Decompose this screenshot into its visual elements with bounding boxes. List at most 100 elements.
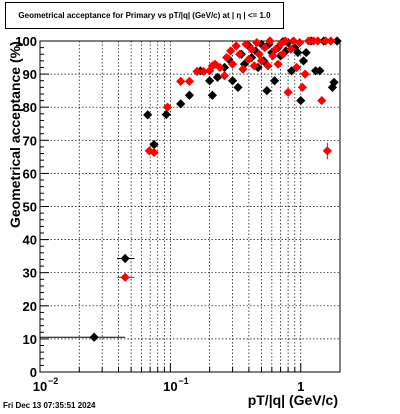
- data-point: [270, 44, 281, 54]
- data-point: [273, 59, 283, 69]
- diamond-marker: [176, 99, 186, 109]
- data-point: [301, 47, 311, 58]
- data-point: [184, 76, 195, 86]
- diamond-marker: [270, 44, 281, 54]
- data-point: [260, 43, 270, 53]
- diamond-marker: [244, 54, 254, 64]
- diamond-marker: [327, 82, 338, 92]
- diamond-marker: [317, 95, 327, 106]
- y-tick-label: 40: [23, 233, 37, 248]
- y-tick-label: 70: [23, 133, 37, 148]
- data-point: [298, 56, 309, 66]
- y-tick-label: 20: [23, 299, 37, 314]
- data-point: [247, 44, 257, 54]
- data-point: [162, 102, 173, 112]
- diamond-marker: [273, 59, 283, 69]
- data-point: [286, 66, 297, 76]
- diamond-marker: [210, 59, 220, 69]
- x-tick-label: 10: [163, 379, 177, 394]
- diamond-marker: [286, 44, 296, 54]
- diamond-marker: [322, 146, 332, 156]
- axis-ticks: [39, 40, 341, 373]
- data-point: [327, 82, 338, 92]
- diamond-marker: [219, 71, 230, 81]
- data-point: [295, 38, 305, 48]
- diamond-marker: [227, 76, 238, 86]
- diamond-marker: [149, 140, 159, 150]
- data-point: [304, 36, 314, 46]
- data-point: [241, 39, 251, 49]
- diamond-marker: [290, 43, 300, 53]
- diamond-marker: [247, 44, 257, 54]
- diamond-marker: [249, 61, 259, 71]
- data-point: [192, 66, 202, 77]
- grid-lines: [39, 41, 341, 372]
- diamond-marker: [176, 76, 186, 86]
- data-point: [326, 36, 336, 46]
- data-point: [297, 82, 308, 92]
- diamond-marker: [275, 39, 286, 49]
- data-point: [176, 76, 186, 86]
- data-point: [226, 46, 236, 56]
- diamond-marker: [238, 64, 248, 74]
- y-tick-label: 10: [23, 332, 37, 347]
- diamond-marker: [199, 66, 209, 77]
- diamond-marker: [297, 82, 308, 92]
- y-tick-label: 30: [23, 266, 37, 281]
- data-point: [256, 56, 267, 66]
- data-point: [286, 44, 296, 54]
- diamond-marker: [184, 76, 195, 86]
- diamond-marker: [120, 272, 130, 282]
- data-point: [210, 59, 220, 69]
- data-point: [219, 71, 230, 81]
- diamond-marker: [296, 95, 306, 106]
- data-point: [254, 49, 264, 59]
- y-axis-label: Geometrical acceptance (%): [7, 41, 23, 228]
- diamond-marker: [320, 36, 331, 46]
- x-tick-label: 1: [297, 379, 304, 394]
- diamond-marker: [278, 49, 288, 59]
- diamond-marker: [215, 62, 225, 73]
- diamond-marker: [326, 36, 336, 46]
- data-point: [296, 95, 306, 106]
- diamond-marker: [162, 102, 173, 112]
- diamond-marker: [256, 56, 267, 66]
- diamond-marker: [329, 77, 339, 87]
- diamond-marker: [254, 49, 264, 59]
- data-point: [238, 64, 248, 74]
- data-point: [253, 62, 263, 73]
- data-point: [292, 62, 302, 73]
- y-tick-label: 100: [15, 34, 37, 49]
- diamond-marker: [315, 66, 325, 76]
- diamond-marker: [265, 36, 275, 46]
- diamond-marker: [262, 86, 272, 96]
- data-point: [293, 47, 303, 58]
- data-point: [300, 69, 310, 79]
- diamond-marker: [241, 39, 251, 49]
- y-tick-label: 90: [23, 67, 37, 82]
- diamond-marker: [149, 147, 159, 158]
- timestamp-footer: Fri Dec 13 07:35:51 2024: [3, 401, 96, 410]
- diamond-marker: [252, 38, 262, 48]
- diamond-marker: [205, 76, 215, 86]
- data-point: [278, 49, 288, 59]
- diamond-marker: [120, 253, 130, 264]
- diamond-marker: [313, 36, 323, 46]
- data-point: [212, 72, 223, 83]
- y-tick-label: 60: [23, 166, 37, 181]
- data-point: [315, 66, 325, 76]
- data-point: [290, 43, 300, 53]
- diamond-marker: [226, 46, 236, 56]
- diamond-marker: [239, 59, 250, 69]
- data-point: [268, 51, 278, 61]
- data-point: [283, 87, 293, 97]
- data-point: [262, 86, 272, 96]
- data-point: [249, 61, 259, 71]
- data-point: [269, 76, 280, 86]
- x-tick-exponent: −1: [178, 376, 188, 386]
- data-point: [322, 142, 332, 160]
- data-point: [252, 38, 262, 48]
- data-point: [265, 36, 275, 46]
